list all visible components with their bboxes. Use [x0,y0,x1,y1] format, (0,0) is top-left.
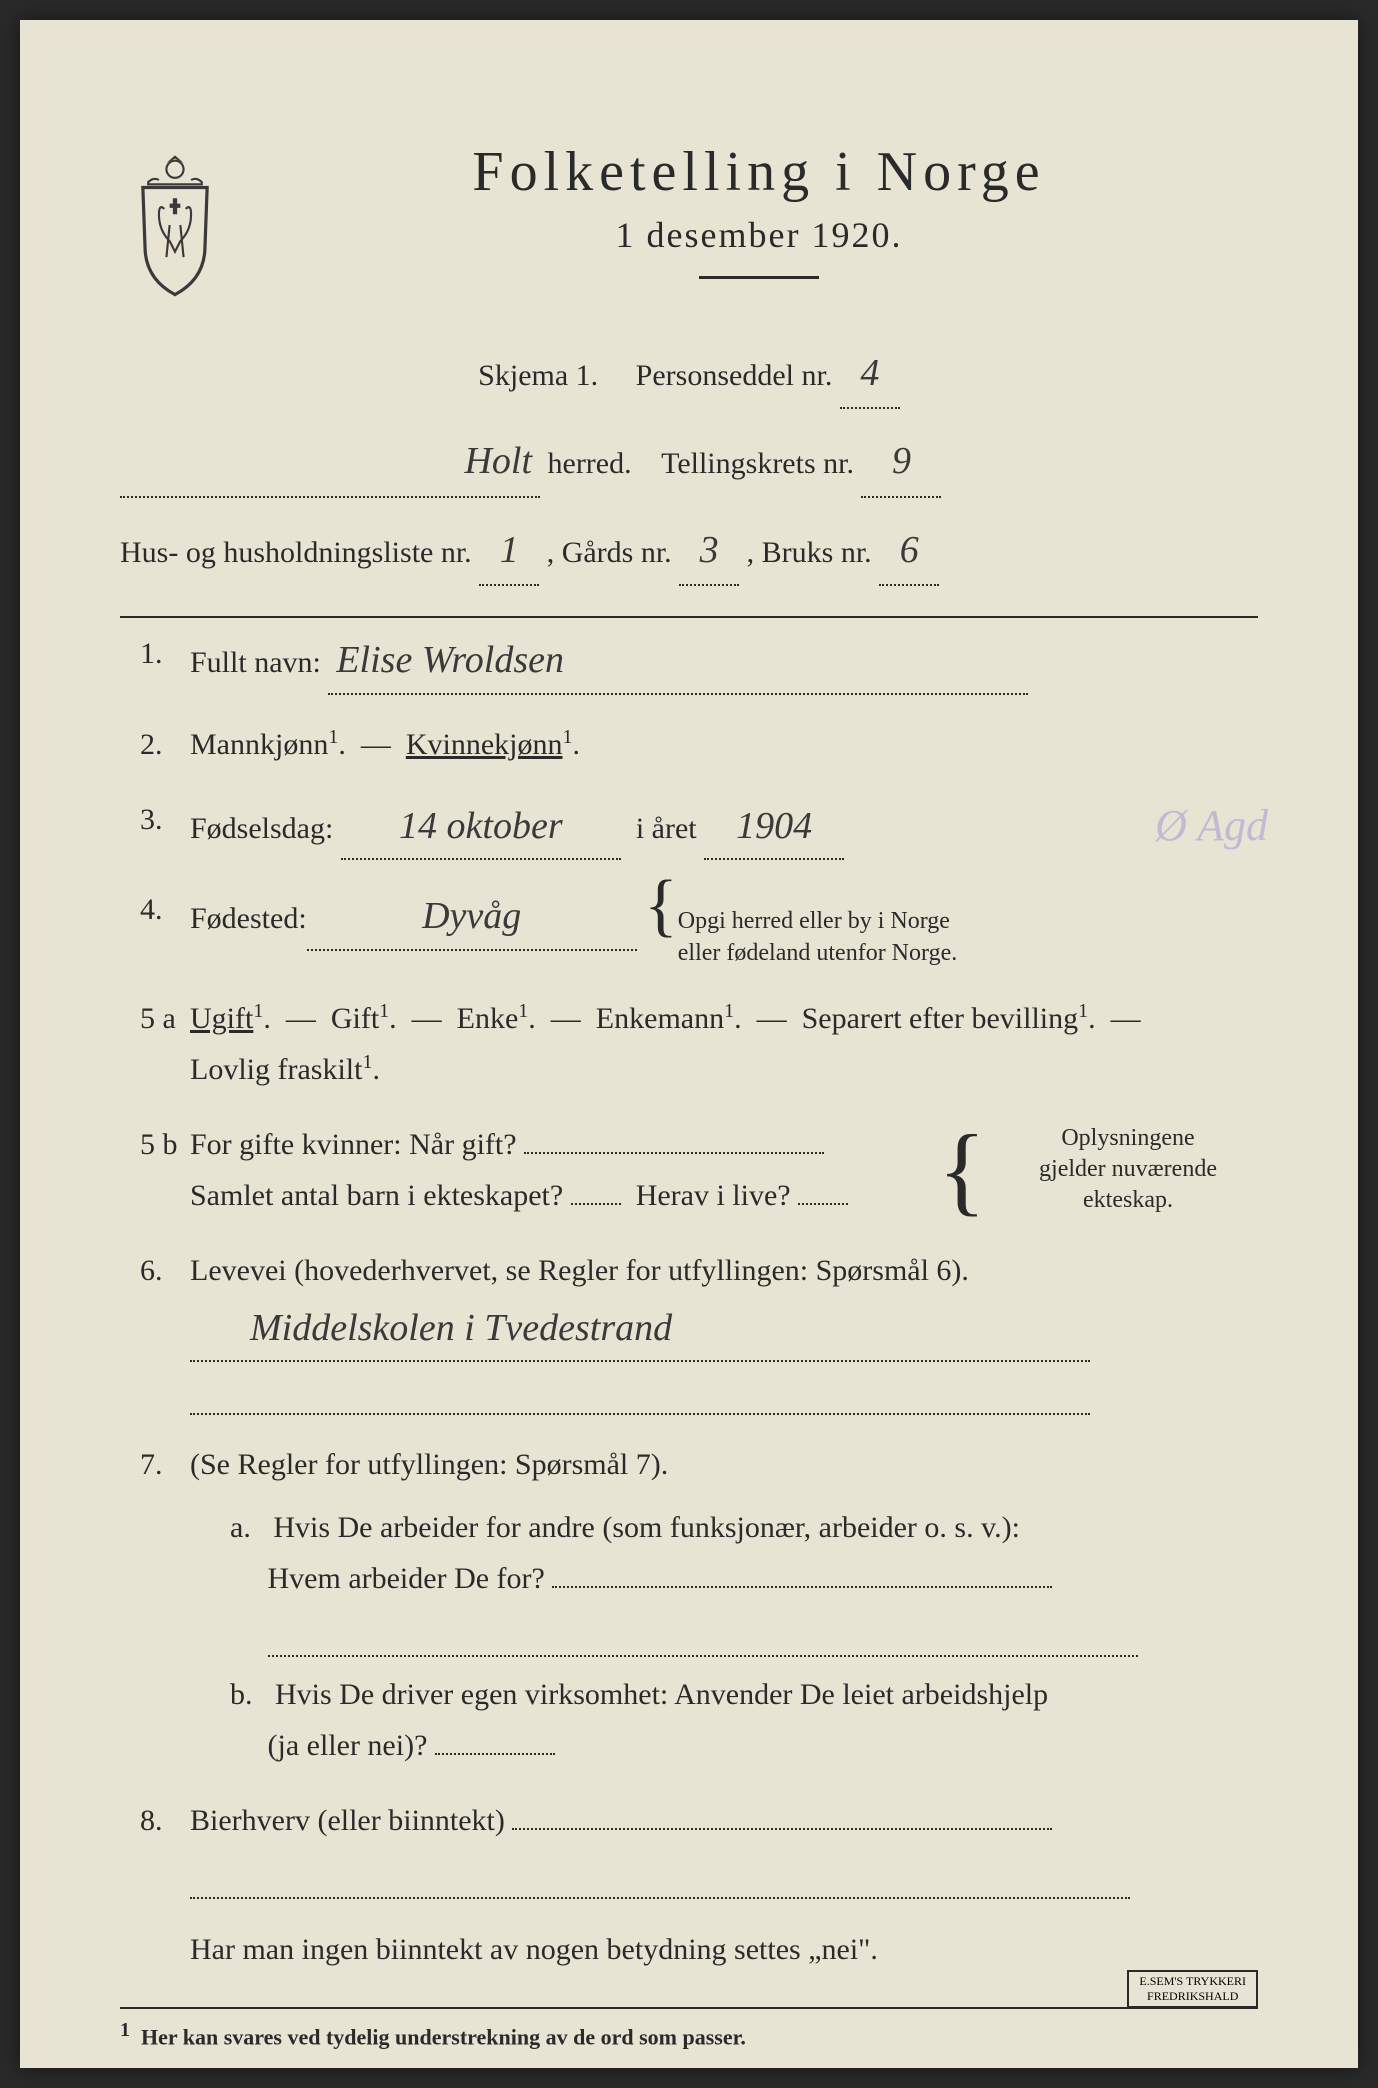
q2-num: 2. [120,719,190,770]
question-5b: 5 b For gifte kvinner: Når gift? Samlet … [120,1119,1258,1221]
census-form-page: Folketelling i Norge 1 desember 1920. Sk… [20,20,1358,2068]
q4-value: Dyvåg [307,884,637,951]
herred-value: Holt [120,427,540,497]
q5b-blank2 [571,1203,621,1205]
q5a-enke: Enke [457,1002,519,1035]
bruks-nr: 6 [879,516,939,586]
q5b-side-note: Oplysningene gjelder nuværende ekteskap. [998,1123,1258,1217]
q5b-label2: Samlet antal barn i ekteskapet? [190,1179,563,1212]
hushold-label: Hus- og husholdningsliste nr. [120,536,472,569]
subtitle: 1 desember 1920. [260,214,1258,256]
q5a-enkemann: Enkemann [596,1002,724,1035]
footer-note: Har man ingen biinntekt av nogen betydni… [190,1923,1258,1977]
personseddel-label: Personseddel nr. [636,359,833,392]
q4-side-note: Opgi herred eller by i Norge eller fødel… [678,906,957,968]
question-1: 1. Fullt navn: Elise Wroldsen [120,628,1258,695]
q5b-blank3 [798,1203,848,1205]
q5b-num: 5 b [120,1119,190,1221]
gards-label: , Gårds nr. [547,536,672,569]
question-7: 7. (Se Regler for utfyllingen: Spørsmål … [120,1439,1258,1771]
skjema-line: Skjema 1. Personseddel nr. 4 [120,339,1258,409]
title-divider [699,276,819,279]
header: Folketelling i Norge 1 desember 1920. [120,140,1258,309]
q3-num: 3. [120,794,190,861]
personseddel-nr: 4 [840,339,900,409]
question-5a: 5 a Ugift1. — Gift1. — Enke1. — Enkemann… [120,993,1258,1095]
title-block: Folketelling i Norge 1 desember 1920. [260,140,1258,309]
q4-side1: Opgi herred eller by i Norge [678,908,950,934]
question-6: 6. Levevei (hovederhvervet, se Regler fo… [120,1245,1258,1416]
herred-label: herred. [548,447,632,480]
q4-side2: eller fødeland utenfor Norge. [678,940,957,966]
q5a-gift: Gift [331,1002,379,1035]
question-3: 3. Fødselsdag: 14 oktober i året 1904 Ø … [120,794,1258,861]
skjema-label: Skjema 1. [478,359,598,392]
q3-annotation: Ø Agd [1155,789,1268,864]
q7-num: 7. [120,1439,190,1771]
q3-year: 1904 [704,794,844,861]
q8-blank2 [190,1846,1130,1899]
stamp-line2: FREDRIKSHALD [1147,1989,1238,2003]
q7a-label: a. [230,1511,251,1544]
q7b-text1: Hvis De driver egen virksomhet: Anvender… [275,1678,1048,1711]
q7a-text1: Hvis De arbeider for andre (som funksjon… [273,1511,1020,1544]
q5b-label3: Herav i live? [636,1179,791,1212]
tellingskrets-label: Tellingskrets nr. [661,447,854,480]
question-8: 8. Bierhverv (eller biinntekt) [120,1795,1258,1899]
q8-num: 8. [120,1795,190,1899]
q6-blank [190,1362,1090,1415]
q7b-label: b. [230,1678,253,1711]
printer-stamp: E.SEM'S TRYKKERI FREDRIKSHALD [1127,1970,1258,2008]
q2-mann: Mannkjønn [190,728,328,761]
main-title: Folketelling i Norge [260,140,1258,204]
q7b-blank [435,1753,555,1755]
bruks-label: , Bruks nr. [747,536,872,569]
q7a-blank1 [552,1586,1052,1588]
question-2: 2. Mannkjønn1. — Kvinnekjønn1. [120,719,1258,770]
tellingskrets-nr: 9 [861,427,941,497]
footnote-num: 1 [120,2019,130,2041]
q5a-lovlig: Lovlig fraskilt [190,1053,362,1086]
footnote-text: Her kan svares ved tydelig understreknin… [141,2025,746,2050]
q6-value: Middelskolen i Tvedestrand [190,1296,1090,1363]
q4-num: 4. [120,884,190,968]
q5b-label1: For gifte kvinner: Når gift? [190,1128,517,1161]
hushold-nr: 1 [479,516,539,586]
footnote: 1 Her kan svares ved tydelig understrekn… [120,2019,1258,2050]
herred-line: Holt herred. Tellingskrets nr. 9 [120,427,1258,497]
q5b-side3: ekteskap. [1083,1187,1173,1213]
q2-kvinne: Kvinnekjønn [406,728,563,761]
q7a-blank2 [268,1604,1138,1657]
q5b-side1: Oplysningene [1061,1125,1194,1151]
q3-day: 14 oktober [341,794,621,861]
q1-num: 1. [120,628,190,695]
q1-value: Elise Wroldsen [328,628,1028,695]
q3-year-label: i året [636,812,697,845]
coat-of-arms-icon [120,150,230,300]
q6-num: 6. [120,1245,190,1416]
q4-label: Fødested: [190,893,307,944]
q3-label: Fødselsdag: [190,812,333,845]
gards-nr: 3 [679,516,739,586]
section-divider [120,616,1258,618]
q5b-blank1 [524,1152,824,1154]
q5b-side2: gjelder nuværende [1039,1156,1217,1182]
q8-blank1 [512,1828,1052,1830]
hushold-line: Hus- og husholdningsliste nr. 1 , Gårds … [120,516,1258,586]
q7a-text2: Hvem arbeider De for? [268,1562,545,1595]
q5a-num: 5 a [120,993,190,1095]
question-4: 4. Fødested: Dyvåg { Opgi herred eller b… [120,884,1258,968]
stamp-line1: E.SEM'S TRYKKERI [1139,1974,1246,1988]
q7-label: (Se Regler for utfyllingen: Spørsmål 7). [190,1448,668,1481]
bottom-divider [120,2007,1258,2009]
q5a-separert: Separert efter bevilling [802,1002,1079,1035]
q8-label: Bierhverv (eller biinntekt) [190,1804,505,1837]
q5a-ugift: Ugift [190,1002,253,1035]
q6-label: Levevei (hovederhvervet, se Regler for u… [190,1254,969,1287]
q1-label: Fullt navn: [190,646,321,679]
q7b-text2: (ja eller nei)? [268,1729,428,1762]
